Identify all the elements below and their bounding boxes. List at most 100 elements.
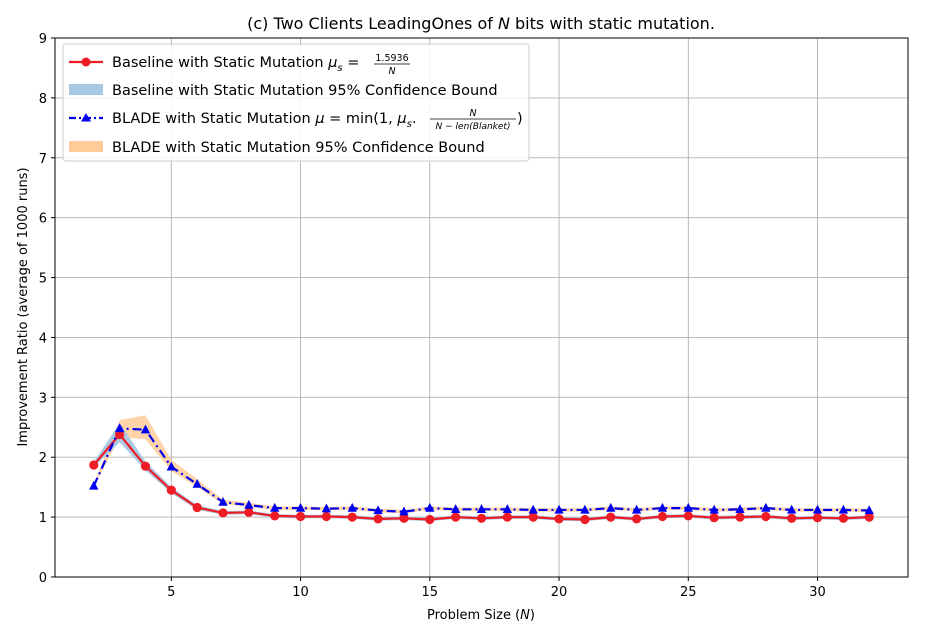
baseline-point	[838, 513, 848, 523]
legend-blade-close: )	[517, 111, 523, 127]
legend-blade-ci-swatch	[69, 141, 103, 152]
baseline-point	[554, 514, 564, 524]
y-tick-label: 4	[39, 331, 47, 346]
baseline-point	[657, 511, 668, 522]
legend-baseline-sub: s	[337, 63, 342, 74]
baseline-point	[787, 513, 797, 523]
y-tick-label: 7	[39, 152, 47, 167]
legend-blade-prefix: BLADE with Static Mutation	[112, 111, 315, 127]
x-tick-label: 30	[809, 585, 826, 600]
legend-baseline-mu: μ	[327, 55, 337, 71]
y-tick-label: 3	[39, 391, 47, 406]
blade-point	[787, 504, 797, 514]
baseline-point	[115, 429, 125, 440]
blade-point	[114, 423, 125, 433]
blade-point	[528, 504, 538, 514]
blade-point	[476, 504, 487, 513]
legend-blade-mus: μ	[396, 111, 406, 127]
blade-point	[812, 504, 823, 514]
baseline-point	[373, 514, 383, 524]
y-tick-label: 2	[39, 451, 47, 466]
blade-point	[192, 478, 202, 488]
baseline-point	[761, 511, 771, 522]
blade-point	[270, 502, 280, 512]
baseline-point	[399, 513, 409, 523]
blade-point	[502, 504, 513, 513]
x-axis-label: Problem Size (N)	[427, 608, 535, 623]
legend-entry-blade: BLADE with Static Mutation μ = min(1, μs…	[69, 108, 523, 132]
baseline-point	[321, 511, 332, 522]
baseline-point	[451, 512, 461, 522]
y-tick-label: 8	[39, 92, 47, 107]
blade-point	[140, 424, 151, 434]
y-tick-label: 5	[39, 272, 47, 287]
baseline-point	[140, 461, 151, 471]
baseline-point	[192, 502, 202, 513]
plot-frame	[54, 37, 909, 578]
blade-point	[735, 504, 745, 513]
legend-blade-ci-label: BLADE with Static Mutation 95% Confidenc…	[112, 140, 485, 156]
legend-blade-marker	[81, 113, 91, 122]
legend-blade-mu: μ	[314, 111, 324, 127]
blade-point	[166, 461, 176, 471]
blade-point	[295, 502, 306, 512]
y-tick-label: 0	[39, 571, 47, 586]
baseline-point	[683, 511, 693, 521]
legend-blade-mus-sub: s	[407, 119, 412, 130]
baseline-point	[89, 460, 99, 470]
blade-point	[244, 499, 254, 509]
blade-point	[657, 502, 668, 512]
blade-point	[373, 505, 383, 515]
blade-point	[218, 496, 228, 506]
blade-point	[761, 502, 771, 512]
y-axis-label: Improvement Ratio (average of 1000 runs)	[16, 167, 31, 446]
legend-blade-den: N − len(Blanket)	[436, 122, 511, 132]
legend-entry-baseline: Baseline with Static Mutation μs = 1.593…	[69, 53, 410, 77]
baseline-point	[218, 508, 228, 518]
legend-blade-dot: .	[412, 111, 417, 127]
baseline-point	[735, 512, 745, 522]
blade-point	[606, 502, 616, 512]
blade-point	[347, 502, 357, 512]
baseline-point	[812, 513, 823, 523]
baseline-point	[502, 512, 512, 522]
svg-text:Baseline with Static Mutation: Baseline with Static Mutation μs =	[112, 55, 359, 74]
blade-point	[580, 504, 590, 514]
legend-baseline-den: N	[388, 66, 395, 77]
baseline-point	[631, 514, 642, 524]
blade-point	[838, 504, 849, 514]
series-markers	[89, 423, 874, 525]
y-tick-label: 1	[39, 511, 47, 526]
x-tick-label: 5	[167, 585, 175, 600]
legend-entry-blade-ci: BLADE with Static Mutation 95% Confidenc…	[69, 140, 485, 156]
legend-frame	[62, 43, 530, 162]
baseline-point	[295, 511, 306, 522]
blade-point	[864, 505, 874, 515]
baseline-point	[580, 514, 590, 525]
legend-baseline-num: 1.5936	[375, 53, 408, 64]
x-tick-label: 20	[551, 585, 568, 600]
baseline-point	[244, 507, 254, 517]
legend-entry-baseline-ci: Baseline with Static Mutation 95% Confid…	[69, 83, 498, 99]
blade-point	[89, 480, 99, 490]
legend-blade-min: = min(1,	[325, 111, 398, 127]
baseline-point	[528, 512, 538, 522]
blade-point	[321, 503, 332, 513]
legend-baseline-marker	[81, 57, 91, 67]
blade-point	[450, 504, 461, 513]
legend: Baseline with Static Mutation μs = 1.593…	[62, 43, 530, 162]
x-tick-label: 15	[422, 585, 439, 600]
blade-point	[683, 502, 693, 512]
svg-text:BLADE with Static Mutation μ =: BLADE with Static Mutation μ = min(1, μs…	[112, 111, 416, 130]
y-tick-label: 9	[39, 32, 47, 47]
legend-baseline-ci-swatch	[69, 84, 103, 95]
legend-baseline-ci-label: Baseline with Static Mutation 95% Confid…	[112, 83, 498, 99]
baseline-point	[606, 512, 616, 522]
legend-blade-num: N	[469, 108, 476, 119]
x-tick-label: 10	[292, 585, 309, 600]
blade-point	[709, 504, 719, 514]
x-tick-label: 25	[680, 585, 697, 600]
baseline-point	[476, 513, 487, 523]
baseline-point	[425, 514, 435, 525]
